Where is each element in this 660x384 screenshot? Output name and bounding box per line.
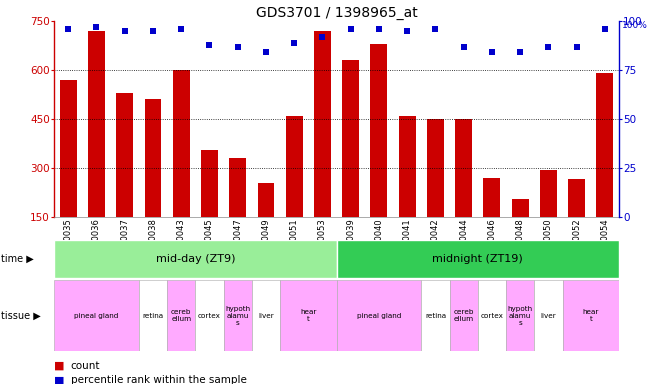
Text: hypoth
alamu
s: hypoth alamu s — [225, 306, 250, 326]
Point — [204, 41, 214, 48]
Bar — [201, 150, 218, 217]
Text: tissue ▶: tissue ▶ — [1, 311, 40, 321]
Bar — [280, 280, 337, 351]
Text: 100%: 100% — [622, 21, 647, 30]
Bar — [54, 240, 337, 278]
Text: hear
t: hear t — [583, 310, 599, 322]
Bar — [139, 280, 167, 351]
Bar — [597, 73, 613, 217]
Bar — [343, 60, 359, 217]
Bar — [506, 280, 535, 351]
Bar — [540, 170, 557, 217]
Text: cereb
ellum: cereb ellum — [453, 310, 474, 322]
Bar — [116, 93, 133, 217]
Point — [148, 28, 158, 34]
Text: hypoth
alamu
s: hypoth alamu s — [508, 306, 533, 326]
Point — [289, 40, 300, 46]
Point — [317, 34, 328, 40]
Point — [91, 24, 102, 30]
Bar — [562, 280, 619, 351]
Text: percentile rank within the sample: percentile rank within the sample — [71, 375, 246, 384]
Text: cereb
ellum: cereb ellum — [171, 310, 191, 322]
Text: ■: ■ — [54, 361, 65, 371]
Point — [63, 26, 73, 32]
Bar — [60, 80, 77, 217]
Bar — [455, 119, 472, 217]
Bar — [337, 240, 619, 278]
Text: midnight (ZT19): midnight (ZT19) — [432, 254, 523, 264]
Point — [600, 26, 611, 32]
Point — [345, 26, 356, 32]
Bar — [478, 280, 506, 351]
Text: liver: liver — [258, 313, 274, 319]
Point — [486, 50, 497, 56]
Text: retina: retina — [143, 313, 164, 319]
Text: mid-day (ZT9): mid-day (ZT9) — [156, 254, 235, 264]
Bar — [195, 280, 224, 351]
Text: GDS3701 / 1398965_at: GDS3701 / 1398965_at — [255, 6, 418, 20]
Point — [430, 26, 441, 32]
Text: ■: ■ — [54, 375, 65, 384]
Bar — [229, 158, 246, 217]
Bar — [535, 280, 562, 351]
Bar — [421, 280, 449, 351]
Bar — [337, 280, 421, 351]
Text: pineal gland: pineal gland — [357, 313, 401, 319]
Point — [543, 43, 554, 50]
Bar — [568, 179, 585, 217]
Point — [515, 50, 525, 56]
Bar — [145, 99, 162, 217]
Point — [402, 28, 412, 34]
Bar — [257, 183, 275, 217]
Bar — [173, 70, 189, 217]
Point — [261, 50, 271, 56]
Text: cortex: cortex — [480, 313, 504, 319]
Bar — [512, 199, 529, 217]
Point — [374, 26, 384, 32]
Text: cortex: cortex — [198, 313, 221, 319]
Bar — [314, 31, 331, 217]
Bar — [286, 116, 303, 217]
Point — [572, 43, 582, 50]
Point — [176, 26, 187, 32]
Bar — [427, 119, 444, 217]
Point — [459, 43, 469, 50]
Bar — [399, 116, 416, 217]
Bar — [54, 280, 139, 351]
Text: count: count — [71, 361, 100, 371]
Text: pineal gland: pineal gland — [75, 313, 119, 319]
Bar — [252, 280, 280, 351]
Bar — [449, 280, 478, 351]
Text: time ▶: time ▶ — [1, 254, 34, 264]
Text: liver: liver — [541, 313, 556, 319]
Point — [232, 43, 243, 50]
Text: hear
t: hear t — [300, 310, 317, 322]
Bar — [370, 44, 387, 217]
Bar — [167, 280, 195, 351]
Point — [119, 28, 130, 34]
Text: retina: retina — [425, 313, 446, 319]
Bar — [484, 178, 500, 217]
Bar — [224, 280, 252, 351]
Bar — [88, 31, 105, 217]
